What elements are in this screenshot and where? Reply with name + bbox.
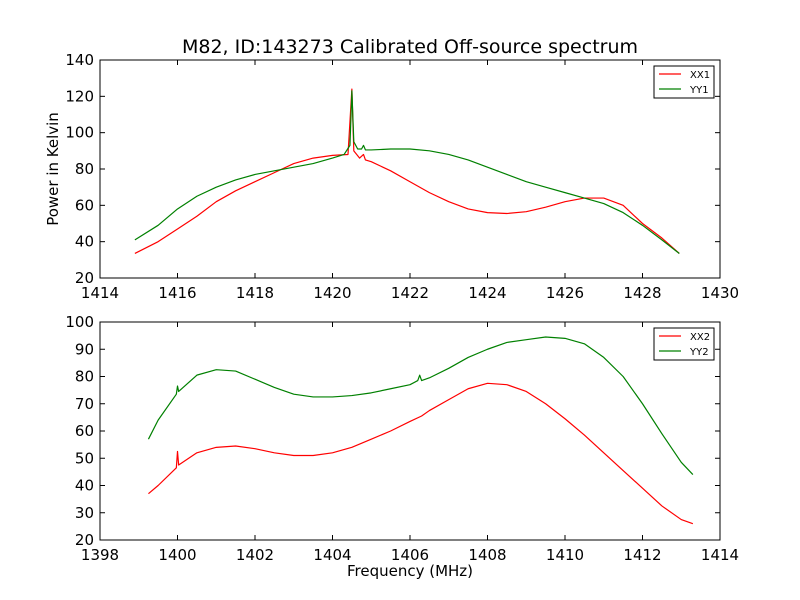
y-tick-label: 90 [75,340,94,358]
x-tick-label: 1398 [81,546,119,564]
x-tick-label: 1426 [546,284,584,302]
x-tick-label: 1412 [623,546,661,564]
x-tick-label: 1410 [546,546,584,564]
y-tick-label: 60 [75,196,94,214]
y-tick-label: 40 [75,477,94,495]
series-line-xx1 [134,88,680,255]
x-tick-label: 1418 [236,284,274,302]
y-tick-label: 70 [75,395,94,413]
x-tick-label: 1408 [468,546,506,564]
y-tick-label: 50 [75,449,94,467]
bottom-ticks: 1398 1400 1402 1404 1406 1408 1410 1412 1414 20 30… [65,313,739,564]
chart-title: M82, ID:143273 Calibrated Off-source spe… [182,36,638,58]
series-line-xx2 [148,382,694,525]
bottom-chart: 1398 1400 1402 1404 1406 1408 1410 1412 1414 20 30… [65,313,739,580]
x-tick-label: 1424 [468,284,506,302]
series-line-yy1 [134,90,680,254]
y-tick-label: 80 [75,160,94,178]
x-tick-label: 1422 [391,284,429,302]
top-chart: M82, ID:143273 Calibrated Off-source spe… [44,36,739,302]
y-tick-label: 100 [65,124,94,142]
x-tick-label: 1430 [701,284,739,302]
y-tick-label: 80 [75,368,94,386]
x-tick-label: 1400 [158,546,196,564]
y-tick-label: 30 [75,504,94,522]
y-tick-label: 20 [75,269,94,287]
top-ticks: 1414 1416 1418 1420 1422 1424 1426 1428 1430 20 40… [65,51,739,302]
x-tick-label: 1406 [391,546,429,564]
bottom-series-group [147,336,694,525]
top-legend-box [653,65,715,99]
x-tick-label: 1420 [313,284,351,302]
x-tick-label: 1428 [623,284,661,302]
y-tick-label: 140 [65,51,94,69]
y-tick-label: 60 [75,422,94,440]
top-legend: XX1 YY1 [653,65,715,99]
series-line-yy2 [147,336,694,476]
legend-label-yy1: YY1 [689,85,709,96]
x-tick-label: 1414 [701,546,739,564]
y-tick-label: 120 [65,87,94,105]
legend-label-xx1: XX1 [690,70,710,81]
x-tick-label: 1416 [158,284,196,302]
x-tick-label: 1402 [236,546,274,564]
top-series-group [134,88,680,255]
x-tick-label: 1404 [313,546,351,564]
y-tick-label: 100 [65,313,94,331]
legend-label-yy2: YY2 [689,347,709,358]
bottom-xlabel: Frequency (MHz) [347,562,473,580]
bottom-legend-box [653,327,715,361]
x-tick-label: 1414 [81,284,119,302]
bottom-legend: XX2 YY2 [653,327,715,361]
y-tick-label: 20 [75,531,94,549]
y-tick-label: 40 [75,233,94,251]
top-ylabel: Power in Kelvin [44,112,62,226]
legend-label-xx2: XX2 [690,332,710,343]
